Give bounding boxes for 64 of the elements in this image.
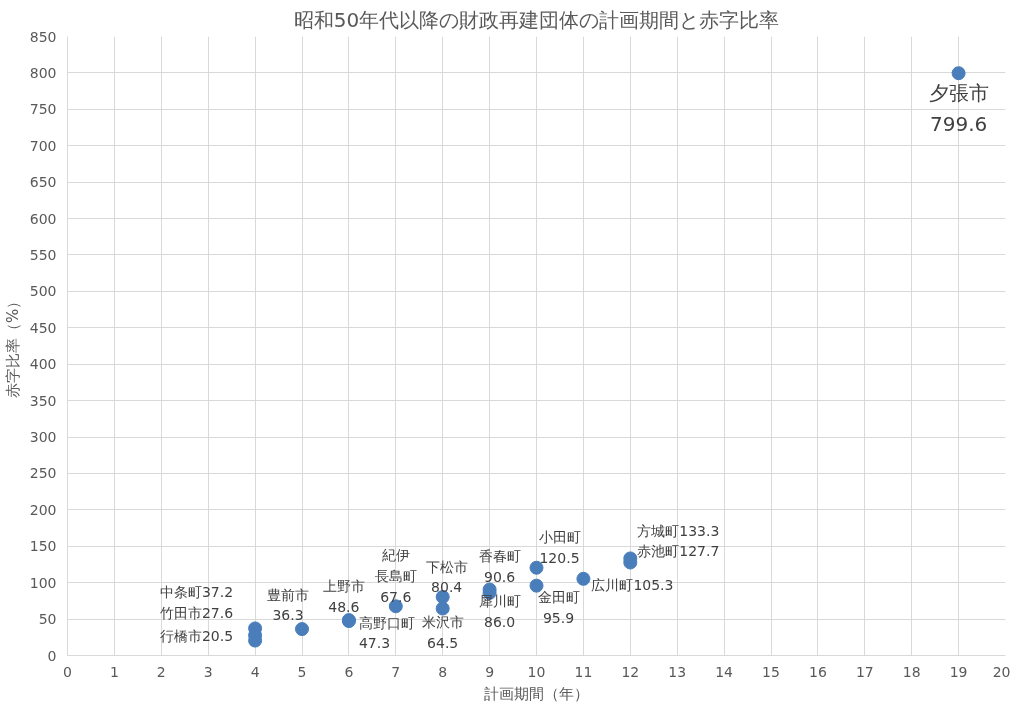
y-tick-label: 450 (29, 319, 57, 336)
data-label: 香春町 90.6 (478, 548, 521, 585)
point (529, 578, 544, 593)
data-label: 高野口町 47.3 (358, 614, 415, 652)
x-tick-label: 3 (203, 663, 213, 680)
y-tick-label: 200 (29, 501, 57, 518)
data-label: 上野市 48.6 (322, 577, 365, 615)
x-tick-label: 4 (250, 663, 260, 680)
x-tick-label: 10 (527, 663, 546, 680)
y-tick-label: 850 (29, 28, 57, 45)
x-tick-label: 12 (621, 663, 640, 680)
y-tick-label: 300 (29, 429, 57, 446)
y-tick-label: 700 (29, 137, 57, 154)
y-tick-label: 600 (29, 210, 57, 227)
data-label: 下松市 80.4 (425, 558, 468, 596)
x-tick-label: 19 (949, 663, 968, 680)
point (295, 622, 309, 637)
data-label: 方城町133.3 (637, 523, 720, 540)
y-tick-label: 750 (29, 101, 57, 118)
y-tick-label: 550 (29, 246, 57, 263)
x-tick-label: 18 (902, 663, 921, 680)
x-tick-label: 7 (391, 663, 401, 680)
data-label: 米沢市 64.5 (421, 614, 464, 651)
x-tick-label: 13 (668, 663, 687, 680)
data-label: 竹田市27.6 (159, 605, 234, 622)
y-tick-label: 50 (38, 611, 57, 628)
y-axis-title: 赤字比率（%） (3, 293, 22, 399)
x-tick-label: 9 (485, 663, 495, 680)
data-label: 小田町 120.5 (538, 529, 581, 567)
y-tick-label: 350 (29, 392, 57, 409)
x-tick-label: 20 (992, 663, 1011, 680)
x-tick-label: 14 (715, 663, 734, 680)
x-tick-label: 17 (855, 663, 874, 680)
x-axis-title: 計画期間（年） (484, 684, 589, 703)
data-label: 中条町37.2 (159, 584, 234, 601)
data-label: 広川町105.3 (591, 576, 674, 593)
data-label: 紀伊長島町 67.6 (374, 547, 417, 606)
data-label: 行橋市20.5 (159, 627, 234, 644)
x-tick-label: 16 (808, 663, 827, 680)
x-tick-label: 2 (156, 663, 166, 680)
point (951, 66, 966, 81)
y-tick-label: 500 (29, 283, 57, 300)
y-tick-label: 150 (29, 538, 57, 555)
y-tick-label: 650 (29, 174, 57, 191)
x-tick-label: 5 (297, 663, 307, 680)
y-tick-label: 250 (29, 465, 57, 482)
y-tick-label: 800 (29, 64, 57, 81)
x-tick-label: 8 (438, 663, 448, 680)
y-tick-label: 100 (29, 574, 57, 591)
data-label: 赤池町127.7 (637, 542, 720, 559)
data-label: 夕張市 799.6 (928, 80, 989, 136)
data-label: 金田町 95.9 (537, 589, 580, 627)
data-label: 犀川町 86.0 (478, 593, 521, 631)
x-tick-label: 1 (109, 663, 119, 680)
chart-title: 昭和50年代以降の財政再建団体の計画期間と赤字比率 (293, 7, 780, 32)
point (435, 601, 450, 616)
point (576, 571, 591, 586)
x-tick-label: 15 (762, 663, 780, 680)
x-tick-label: 6 (344, 663, 354, 680)
x-tick-label: 11 (574, 663, 593, 680)
y-tick-label: 0 (47, 647, 57, 664)
x-tick-label: 0 (63, 663, 72, 680)
y-tick-label: 400 (29, 356, 57, 373)
data-label: 豊前市 36.3 (267, 586, 309, 624)
